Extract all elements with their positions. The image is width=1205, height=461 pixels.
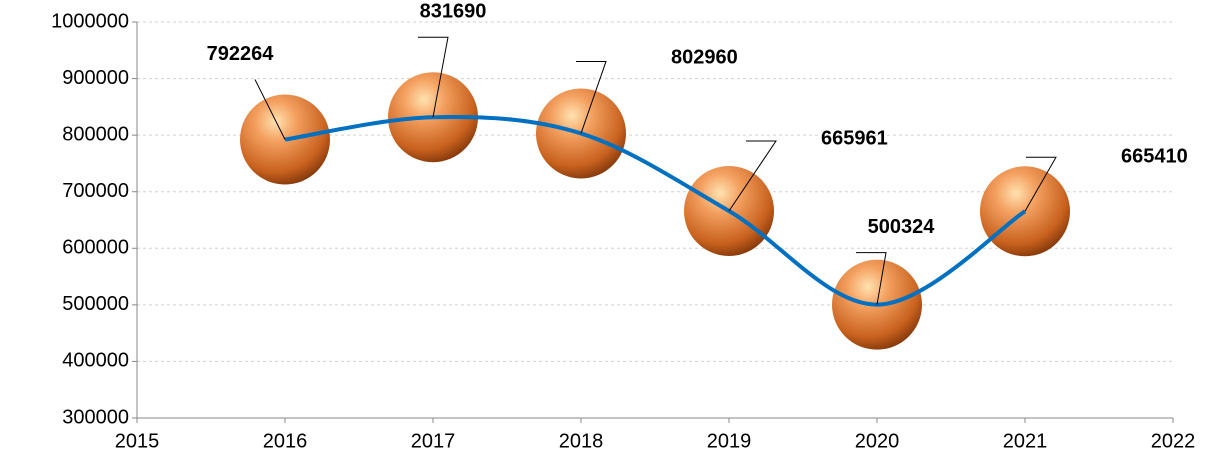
y-tick-label: 1000000 [51,10,129,32]
data-label: 665410 [1121,146,1188,168]
leader-line [576,60,607,134]
leader-line [1024,156,1057,212]
y-tick-label: 900000 [62,67,129,89]
y-tick-label: 300000 [62,406,129,428]
x-tick-label: 2022 [1151,430,1196,452]
data-label: 792264 [207,43,275,65]
x-tick-label: 2016 [263,430,308,452]
leader-line [728,140,777,212]
x-tick-label: 2017 [411,430,456,452]
leader-line [856,252,887,305]
data-label: 831690 [420,0,487,22]
y-tick-label: 500000 [62,293,129,315]
y-tick-label: 800000 [62,123,129,145]
x-tick-label: 2019 [707,430,752,452]
y-tick-label: 600000 [62,237,129,259]
leader-line [418,36,449,118]
data-label: 500324 [868,216,936,238]
y-tick-label: 700000 [62,180,129,202]
x-tick-label: 2020 [855,430,900,452]
data-label: 665961 [821,127,888,149]
x-tick-label: 2018 [559,430,604,452]
line [284,114,1027,307]
x-tick-label: 2015 [115,430,160,452]
x-tick-label: 2021 [1003,430,1048,452]
data-label: 802960 [671,47,738,69]
y-tick-label: 400000 [62,350,129,372]
leader-line [254,79,286,140]
